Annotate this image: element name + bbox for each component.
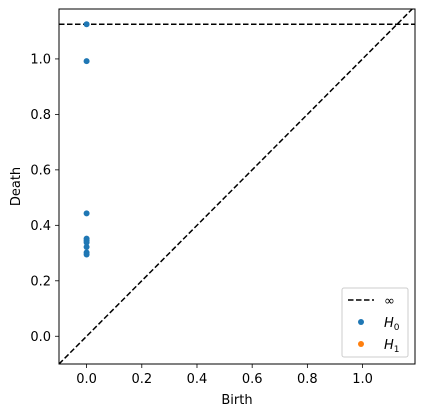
data-point-h0 — [83, 58, 90, 65]
x-tick-label: 0.6 — [242, 372, 263, 387]
x-tick-label: 0.8 — [297, 372, 318, 387]
plot-area — [59, 9, 415, 364]
diagonal-line — [59, 9, 413, 364]
data-point-h0 — [83, 21, 90, 28]
data-point-h0 — [83, 243, 90, 250]
y-axis-label: Death — [9, 167, 24, 206]
x-tick-label: 0.4 — [187, 372, 208, 387]
x-tick-label: 1.0 — [352, 372, 373, 387]
legend-infinity-label: ∞ — [384, 294, 395, 309]
y-tick-label: 0.2 — [30, 274, 51, 289]
y-tick-label: 0.4 — [30, 219, 51, 234]
legend-h1-label: H1 — [384, 338, 400, 355]
data-point-h0 — [83, 210, 90, 217]
x-tick-label: 0.0 — [76, 372, 97, 387]
legend: ∞ H0 H1 — [341, 287, 409, 358]
legend-h0-marker — [358, 319, 364, 325]
legend-h0-label: H0 — [384, 316, 400, 333]
axes: 0.0 0.2 0.4 0.6 0.8 1.0 0.0 0.2 0.4 0.6 0.8 1.0 — [30, 52, 373, 387]
y-tick-label: 1.0 — [30, 52, 51, 67]
y-tick-label: 0.0 — [30, 330, 51, 345]
x-axis-label: Birth — [221, 393, 252, 408]
x-tick-label: 0.2 — [131, 372, 152, 387]
legend-h1-marker — [358, 341, 364, 347]
plot-frame — [58, 8, 416, 365]
data-point-h0 — [83, 239, 90, 246]
legend-box — [341, 287, 409, 358]
y-tick-label: 0.8 — [30, 108, 51, 123]
y-tick-label: 0.6 — [30, 163, 51, 178]
data-point-h0 — [83, 251, 90, 258]
